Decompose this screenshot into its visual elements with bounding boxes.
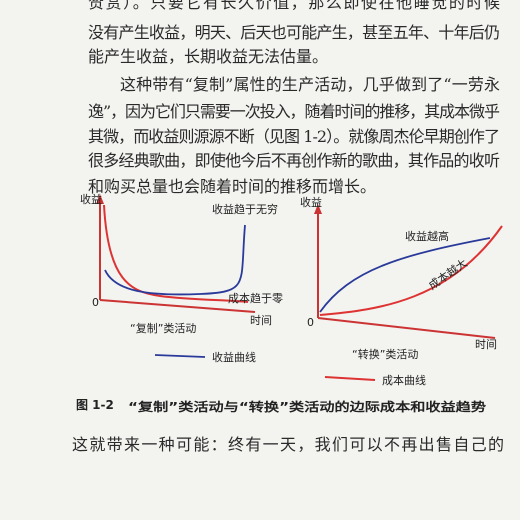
right-chart [314, 204, 503, 339]
cost-curve [319, 225, 503, 316]
legend-entry: 成本曲线 [382, 373, 426, 387]
annotation: 成本趋于零 [228, 291, 283, 305]
cost-curve [103, 204, 249, 303]
legend-line [324, 376, 376, 381]
revenue-curve [319, 237, 491, 313]
paragraph-line: 没有产生收益，明天、后天也可能产生，甚至五年、十年后仍 [88, 23, 500, 42]
arrow [96, 194, 104, 204]
figure-title: “复制”类活动与“转换”类活动的边际成本和收益趋势 [128, 399, 486, 414]
left-chart [96, 194, 256, 313]
axis-label: 收益 [300, 195, 322, 209]
paragraph-line: 其微，而收益则源源不断（见图 1-2）。就像周杰伦早期创作了 [88, 127, 500, 146]
annotation: 收益趋于无穷 [212, 202, 278, 216]
paragraph-line: 很多经典歌曲，即使他今后不再创作新的歌曲，其作品的收听 [88, 151, 500, 170]
x-axis [317, 317, 496, 339]
paragraph-line: 赞赏）。只要它有长久价值，那么即使在他睡觉的时候 [88, 0, 500, 12]
figure-number: 图 1-2 [76, 398, 114, 412]
revenue-curve [104, 224, 246, 296]
x-axis [99, 299, 256, 313]
paragraph-line: 这种带有“复制”属性的生产活动，几乎做到了“一劳永 [120, 75, 500, 94]
sub-caption: “复制”类活动 [130, 321, 196, 335]
origin-label: 0 [307, 316, 314, 329]
paragraph-line: 这就带来一种可能：终有一天，我们可以不再出售自己的 [72, 435, 504, 454]
axis-label: 收益 [80, 192, 102, 206]
origin-label: 0 [92, 296, 99, 309]
paragraph-line: 逸”，因为它们只需要一次投入，随着时间的推移，其成本微乎 [88, 102, 500, 121]
annotation: 收益越高 [405, 229, 449, 243]
legend-line [154, 354, 206, 358]
sub-caption: “转换”类活动 [352, 347, 418, 361]
legend-entry: 收益曲线 [212, 350, 256, 364]
paragraph-line: 和购买总量也会随着时间的推移而增长。 [88, 177, 376, 196]
axis-label: 时间 [250, 314, 272, 327]
paragraph-line: 能产生收益，长期收益无法估量。 [88, 47, 328, 66]
axis-label: 时间 [475, 338, 497, 351]
arrow [314, 204, 322, 214]
